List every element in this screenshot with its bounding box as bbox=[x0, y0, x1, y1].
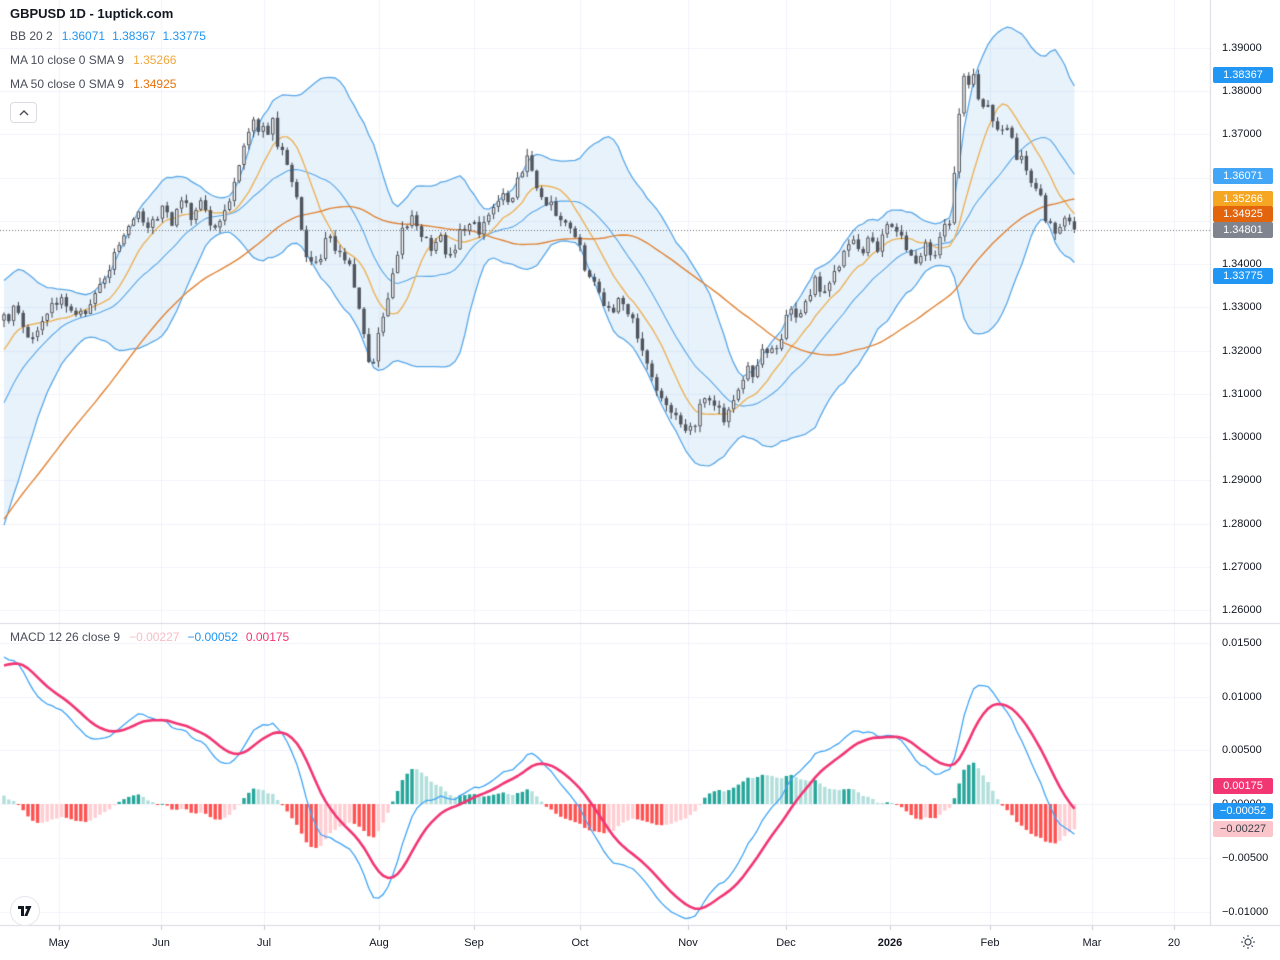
theme-toggle-button[interactable] bbox=[1237, 931, 1259, 953]
macd-tick-label: 0.00500 bbox=[1222, 744, 1262, 756]
bb-lower-badge: 1.33775 bbox=[1213, 268, 1273, 284]
time-label: Jul bbox=[256, 937, 272, 949]
macd-tick-label: −0.01000 bbox=[1222, 906, 1269, 918]
time-label: Mar bbox=[1082, 937, 1102, 949]
time-axis[interactable]: May Jun Jul Aug Sep Oct Nov Dec 2026 Feb Mar 20 bbox=[0, 925, 1280, 960]
price-tick-label: 1.37000 bbox=[1222, 128, 1262, 140]
last-price-badge: 1.34801 bbox=[1213, 222, 1273, 238]
bb-basis-badge: 1.36071 bbox=[1213, 168, 1273, 184]
time-label: Feb bbox=[980, 937, 1000, 949]
price-tick-label: 1.39000 bbox=[1222, 42, 1262, 54]
price-tick-label: 1.28000 bbox=[1222, 518, 1262, 530]
price-tick-label: 1.38000 bbox=[1222, 85, 1262, 97]
time-label: Aug bbox=[369, 937, 389, 949]
macd-tick-label: 0.01000 bbox=[1222, 691, 1262, 703]
price-tick-label: 1.32000 bbox=[1222, 345, 1262, 357]
tradingview-logo-icon bbox=[18, 906, 32, 916]
ma10-badge: 1.35266 bbox=[1213, 191, 1273, 207]
price-axis[interactable]: 1.390001.380001.370001.360001.350001.340… bbox=[1210, 0, 1280, 925]
bb-upper-badge: 1.38367 bbox=[1213, 67, 1273, 83]
price-tick-label: 1.31000 bbox=[1222, 388, 1262, 400]
ma50-badge: 1.34925 bbox=[1213, 206, 1273, 222]
tradingview-logo[interactable] bbox=[10, 896, 40, 926]
price-tick-label: 1.26000 bbox=[1222, 604, 1262, 616]
macd-tick-label: −0.00500 bbox=[1222, 852, 1269, 864]
time-label: Oct bbox=[571, 937, 589, 949]
time-label: Dec bbox=[776, 937, 796, 949]
price-tick-label: 1.34000 bbox=[1222, 258, 1262, 270]
chevron-up-icon bbox=[19, 109, 28, 115]
sun-icon bbox=[1241, 935, 1255, 949]
time-label: 20 bbox=[1167, 937, 1181, 949]
time-label: Nov bbox=[678, 937, 698, 949]
price-tick-label: 1.29000 bbox=[1222, 474, 1262, 486]
time-label: Jun bbox=[152, 937, 170, 949]
time-label: 2026 bbox=[877, 937, 903, 949]
price-tick-label: 1.30000 bbox=[1222, 431, 1262, 443]
collapse-indicators-button[interactable] bbox=[10, 102, 37, 123]
time-label: May bbox=[48, 937, 70, 949]
macd-signal-badge: 0.00175 bbox=[1213, 778, 1273, 794]
price-tick-label: 1.27000 bbox=[1222, 561, 1262, 573]
macd-tick-label: 0.01500 bbox=[1222, 637, 1262, 649]
price-tick-label: 1.33000 bbox=[1222, 301, 1262, 313]
time-label: Sep bbox=[464, 937, 484, 949]
macd-hist-badge: −0.00227 bbox=[1213, 821, 1273, 837]
macd-line-badge: −0.00052 bbox=[1213, 803, 1273, 819]
